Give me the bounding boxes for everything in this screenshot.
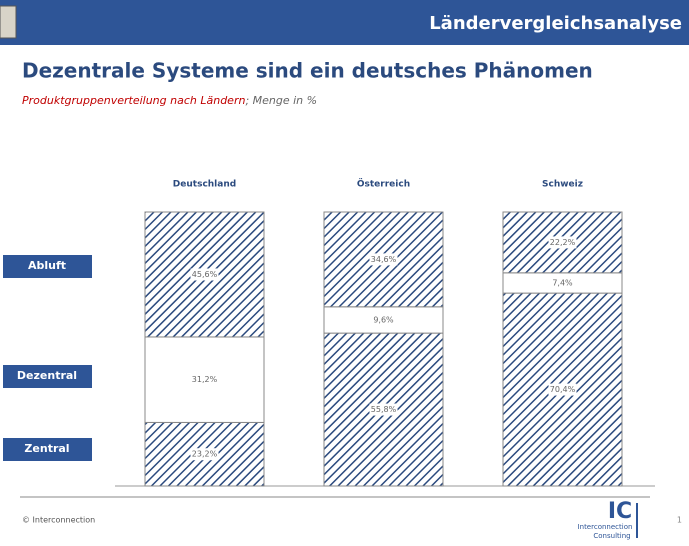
value-label-bg [190, 448, 219, 461]
chart-title: Dezentrale Systeme sind ein deutsches Ph… [22, 59, 593, 83]
value-label-bg [369, 253, 398, 266]
logo-mark: IC [608, 499, 632, 524]
value-label: 34,6% [371, 255, 397, 264]
value-label-bg [548, 276, 577, 289]
value-label-bg [369, 313, 398, 326]
header-icon [0, 5, 17, 39]
subtitle-text: Produktgruppenverteilung nach Ländern [22, 94, 245, 107]
value-label: 23,2% [192, 450, 218, 459]
page-number: 1 [677, 516, 682, 525]
value-label: 7,4% [552, 278, 573, 287]
subtitle: Produktgruppenverteilung nach Ländern; M… [22, 94, 317, 107]
copyright: © Interconnection [22, 516, 95, 525]
value-label: 55,8% [371, 405, 397, 414]
value-label-bg [548, 383, 577, 396]
category-label: Österreich [357, 179, 410, 190]
value-label-bg [190, 373, 219, 386]
value-label-bg [369, 403, 398, 416]
legend-box [3, 438, 92, 461]
value-label: 31,2% [192, 375, 218, 384]
bar-segment [144, 421, 265, 487]
legend-box [3, 255, 92, 278]
header-title: Ländervergleichsanalyse [429, 13, 682, 34]
category-label: Deutschland [173, 180, 236, 190]
value-label-bg [548, 236, 577, 249]
legend-label: Dezentral [17, 369, 77, 382]
logo-line1: Interconnection [578, 523, 633, 531]
value-label: 9,6% [373, 315, 394, 324]
header-bar [0, 0, 689, 45]
category-label: Schweiz [542, 180, 583, 190]
logo-line2: Consulting [593, 532, 630, 540]
value-label: 45,6% [192, 270, 218, 279]
value-label-bg [190, 268, 219, 281]
legend-label: Zentral [24, 442, 69, 455]
legend-label: Abluft [28, 259, 66, 272]
value-label: 70,4% [550, 385, 576, 394]
legend-box [3, 365, 92, 388]
subtitle-unit: ; Menge in % [245, 94, 317, 107]
value-label: 22,2% [550, 238, 576, 247]
